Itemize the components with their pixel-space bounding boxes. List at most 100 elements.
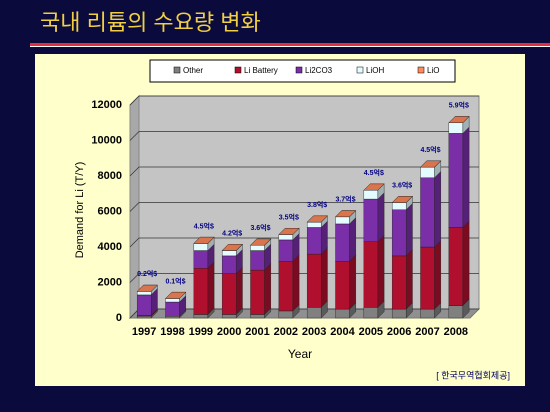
bar-segment bbox=[221, 314, 237, 319]
x-tick-label: 2008 bbox=[444, 326, 468, 338]
x-tick-label: 2001 bbox=[245, 326, 269, 338]
bar-side bbox=[264, 263, 271, 315]
y-tick-label: 0 bbox=[116, 312, 122, 324]
grid-line bbox=[129, 95, 479, 106]
bar-side bbox=[377, 192, 385, 243]
source-note: [ 한국무역협회제공] bbox=[436, 369, 510, 380]
bar-side bbox=[434, 240, 441, 310]
bar-annotation: 3.7억$ bbox=[335, 195, 355, 204]
bar-segment bbox=[335, 223, 350, 262]
bar-segment bbox=[193, 268, 209, 315]
bar-segment bbox=[136, 316, 152, 319]
y-tick-label: 8000 bbox=[98, 170, 122, 182]
bar-side bbox=[405, 202, 413, 257]
bar-segment bbox=[391, 308, 407, 319]
bar-top bbox=[448, 116, 470, 123]
legend-swatch bbox=[234, 66, 242, 74]
bar-segment bbox=[420, 177, 435, 248]
bar-segment bbox=[448, 133, 464, 228]
x-tick-label: 2004 bbox=[330, 326, 355, 338]
bar-top bbox=[420, 160, 442, 168]
bar-segment bbox=[165, 301, 180, 317]
bar-annotation: 3.6억$ bbox=[392, 180, 412, 189]
bar-segment bbox=[278, 239, 294, 262]
bar-segment bbox=[363, 198, 379, 242]
bar-top bbox=[193, 236, 215, 244]
bar-segment bbox=[165, 298, 180, 303]
bar-top bbox=[391, 196, 413, 203]
y-tick-label: 4000 bbox=[98, 241, 122, 253]
bar-segment bbox=[335, 261, 350, 310]
bar-segment bbox=[278, 310, 294, 319]
bar-annotation: 3.8억$ bbox=[307, 200, 327, 209]
title-rule bbox=[30, 43, 550, 46]
legend-label: LiOH bbox=[366, 66, 384, 75]
bar-segment bbox=[391, 209, 407, 257]
x-tick-label: 2000 bbox=[217, 326, 241, 338]
bar-segment bbox=[250, 245, 265, 251]
x-tick-label: 1999 bbox=[189, 326, 213, 338]
bar-segment bbox=[306, 227, 322, 255]
bar-segment bbox=[221, 273, 237, 315]
bar-segment bbox=[165, 316, 180, 319]
bar-top bbox=[250, 238, 272, 246]
bar-annotation: 4.5억$ bbox=[194, 221, 214, 230]
bar-segment bbox=[221, 255, 237, 274]
bar-annotation: 4.2억$ bbox=[222, 228, 242, 237]
bar-side bbox=[349, 254, 356, 310]
bar-segment bbox=[193, 243, 209, 251]
bar-segment bbox=[306, 253, 322, 308]
bar-segment bbox=[420, 308, 435, 319]
bar-segment bbox=[335, 216, 350, 225]
bar-segment bbox=[448, 122, 464, 134]
x-tick-label: 2002 bbox=[274, 326, 298, 338]
bar-segment bbox=[136, 294, 152, 316]
legend-swatch bbox=[417, 66, 425, 74]
bar-segment bbox=[363, 307, 379, 319]
x-tick-label: 1997 bbox=[132, 326, 156, 338]
legend-label: Other bbox=[183, 66, 203, 75]
bar-segment bbox=[420, 166, 435, 178]
x-axis-label: Year bbox=[288, 347, 312, 361]
y-axis-label: Demand for Li (T/Y) bbox=[74, 162, 86, 259]
bar-annotation: 5.9억$ bbox=[449, 101, 469, 110]
legend-label: LiO bbox=[427, 66, 439, 75]
bar-side bbox=[207, 261, 215, 315]
slide-title: 국내 리튬의 수요량 변화 bbox=[40, 10, 261, 35]
bar-segment bbox=[363, 241, 379, 308]
x-tick-label: 2006 bbox=[387, 326, 411, 338]
x-tick-label: 2007 bbox=[415, 326, 439, 338]
bar-top bbox=[165, 291, 187, 299]
legend-swatch bbox=[173, 66, 181, 74]
bar-segment bbox=[250, 314, 265, 319]
bar-segment bbox=[306, 307, 322, 319]
legend-label: Li2CO3 bbox=[305, 66, 333, 75]
bar-annotation: 3.5억$ bbox=[279, 212, 299, 221]
bar-annotation: 0.1억$ bbox=[165, 276, 185, 285]
legend-box bbox=[149, 59, 456, 83]
bar-top bbox=[221, 244, 243, 251]
legend-label: Li Battery bbox=[244, 66, 278, 75]
bar-segment bbox=[193, 250, 209, 269]
bar-segment bbox=[278, 261, 294, 312]
bar-segment bbox=[363, 189, 379, 200]
x-tick-label: 2003 bbox=[302, 326, 326, 338]
bar-segment bbox=[420, 246, 435, 310]
legend-swatch bbox=[356, 66, 364, 74]
y-tick-label: 2000 bbox=[98, 276, 122, 288]
bar-annotation: 3.6억$ bbox=[250, 223, 270, 232]
bar-side bbox=[235, 266, 243, 315]
bar-side bbox=[377, 234, 385, 308]
y-tick-label: 6000 bbox=[98, 205, 122, 217]
bar-segment bbox=[448, 227, 464, 306]
bar-segment bbox=[448, 305, 464, 319]
bar-side bbox=[349, 217, 356, 262]
bar-segment bbox=[193, 314, 209, 319]
bar-side bbox=[462, 126, 470, 228]
bar-annotation: 4.5억$ bbox=[420, 145, 440, 154]
bar-top bbox=[136, 284, 158, 292]
bar-segment bbox=[335, 308, 350, 319]
bar-side bbox=[405, 249, 413, 310]
bar-annotation: 4.5억$ bbox=[364, 168, 384, 177]
